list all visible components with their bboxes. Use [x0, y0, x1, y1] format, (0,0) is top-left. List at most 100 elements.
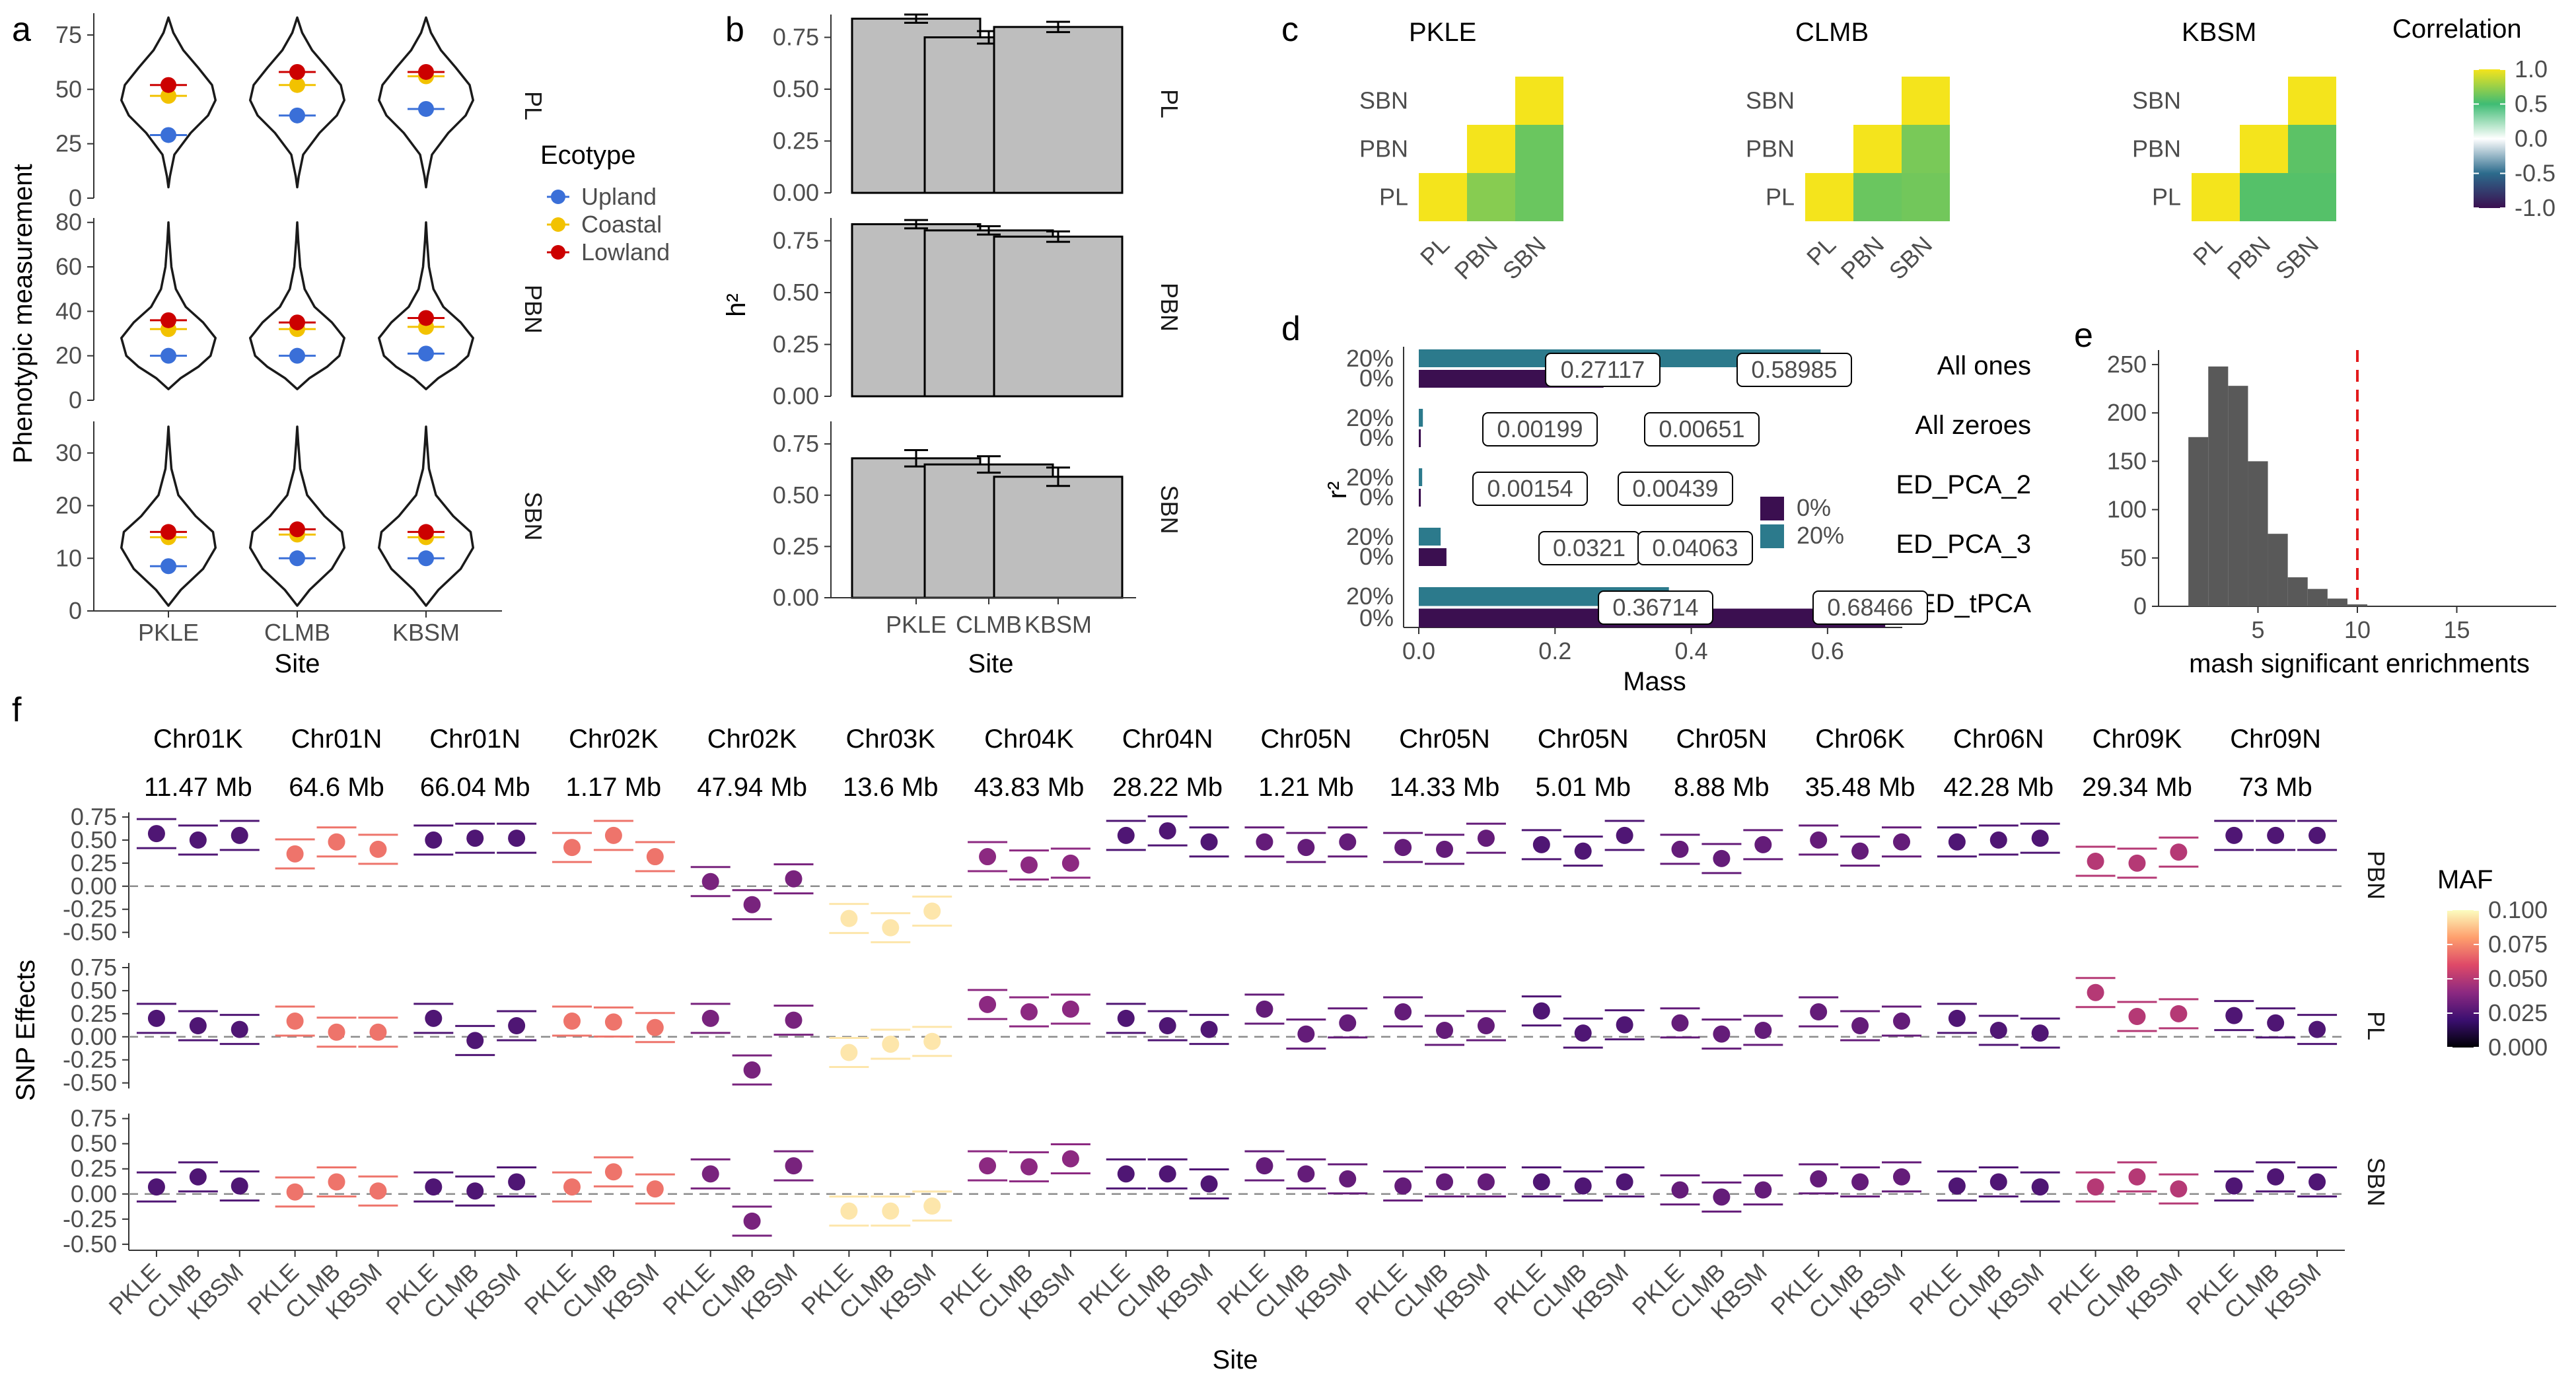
heatmap-row-label: SBN [1359, 87, 1408, 114]
snp-effect-point [1159, 822, 1176, 839]
snp-effect-point [2267, 1168, 2285, 1186]
y-tick-label: 0 [69, 386, 82, 413]
snp-effect-point [1339, 1170, 1357, 1188]
snp-effect-point [1671, 1014, 1689, 1032]
colorbar-label: 1.0 [2515, 55, 2548, 83]
snp-effect-point [1671, 840, 1689, 858]
y-tick-label: 0.25 [71, 849, 117, 876]
y-tick-label: 0.75 [71, 803, 117, 830]
snp-effect-point [1061, 854, 1079, 872]
facet-strip: PBN [1156, 283, 1183, 332]
violin [120, 425, 217, 607]
snp-effect-point [466, 830, 484, 847]
snp-effect-point [701, 872, 719, 890]
snp-effect-point [1297, 1025, 1315, 1043]
locus-position: 1.17 Mb [566, 773, 662, 802]
heatmap-col-label: PBN [1449, 231, 1503, 285]
facet-strip: SBN [520, 491, 547, 540]
heatmap-cell [1515, 173, 1563, 221]
snp-effect-point [1477, 1173, 1495, 1191]
heatmap-col-label: PBN [2222, 231, 2275, 285]
snp-effect-point [189, 1168, 207, 1186]
snp-effect-point [1616, 1016, 1633, 1034]
snp-effect-point [1159, 1165, 1176, 1183]
colorbar-label: 0.000 [2488, 1034, 2548, 1061]
locus-position: 66.04 Mb [420, 773, 530, 802]
snp-effect-point [508, 1017, 526, 1034]
snp-effect-point [1532, 1002, 1550, 1020]
snp-effect-point [1532, 1173, 1550, 1191]
y-tick-label: 30 [55, 439, 82, 466]
snp-effect-point [1948, 1177, 1966, 1195]
snp-effect-point [1117, 826, 1135, 844]
snp-effect-point [2128, 854, 2146, 872]
violin [378, 16, 474, 189]
value-label: 0.68466 [1827, 594, 1913, 621]
legend-label: Coastal [581, 211, 662, 238]
snp-effect-point [2308, 1173, 2326, 1191]
legend-label: 20% [1797, 522, 1844, 549]
snp-effect-point [743, 1212, 761, 1230]
y-tick-label: 0.50 [773, 279, 819, 306]
value-label-box [1598, 590, 1713, 625]
snp-effect-point [1948, 833, 1966, 851]
r2-tick-label: 0% [1359, 543, 1394, 570]
y-tick-label: 80 [55, 209, 82, 236]
mean-point [418, 100, 434, 117]
locus-position: 47.94 Mb [697, 773, 807, 802]
snp-effect-point [646, 1018, 664, 1036]
y-tick-label: 0.75 [773, 227, 819, 254]
heatmap-cell [1853, 173, 1902, 221]
locus-position: 1.21 Mb [1258, 773, 1354, 802]
y-tick-label: 50 [2120, 544, 2147, 571]
x-tick-label: 0.2 [1538, 637, 1571, 664]
y-tick-label: 0.00 [773, 584, 819, 611]
mean-point [161, 312, 176, 328]
snp-effect-point [1436, 1173, 1454, 1191]
locus-chr: Chr06K [1815, 725, 1905, 754]
locus-position: 13.6 Mb [843, 773, 939, 802]
snp-effect-point [1754, 836, 1772, 853]
y-tick-label: 0 [2133, 592, 2147, 620]
snp-effect-point [1020, 856, 1038, 874]
snp-effect-point [147, 1009, 165, 1027]
r2-tick-label: 20% [1346, 404, 1394, 431]
x-tick-label: PKLE [886, 611, 947, 638]
heatmap-cell [2192, 173, 2240, 221]
snp-effect-point [147, 825, 165, 843]
snp-effect-point [2170, 1180, 2188, 1198]
locus-position: 42.28 Mb [1943, 773, 2054, 802]
snp-effect-point [646, 1180, 664, 1198]
snp-effect-point [369, 1182, 387, 1200]
snp-effect-point [1989, 831, 2007, 849]
snp-effect-point [1671, 1181, 1689, 1199]
snp-effect-point [1020, 1158, 1038, 1176]
locus-position: 14.33 Mb [1390, 773, 1500, 802]
y-tick-label: 150 [2107, 447, 2147, 474]
x-tick-label: 0.0 [1402, 637, 1435, 664]
legend-title: Correlation [2392, 15, 2522, 44]
mean-point [161, 88, 176, 104]
heatmap-row-label: SBN [2132, 87, 2181, 114]
locus-chr: Chr05N [1538, 725, 1629, 754]
r2-tick-label: 20% [1346, 464, 1394, 491]
value-label-box [1637, 531, 1753, 565]
y-axis-title: Phenotypic measurement [9, 164, 38, 464]
snp-effect-point [1394, 1003, 1412, 1021]
locus-chr: Chr03K [845, 725, 935, 754]
heatmap-cell [1419, 173, 1467, 221]
group-name: All ones [1937, 351, 2031, 380]
x-tick-label: 0.4 [1675, 637, 1708, 664]
value-label-box [1545, 353, 1661, 387]
snp-effect-point [1339, 1014, 1357, 1032]
locus-chr: Chr09N [2230, 725, 2321, 754]
snp-effect-point [1574, 842, 1592, 860]
x-axis-title: Mass [1623, 667, 1686, 696]
violin [249, 425, 345, 607]
snp-effect-point [2031, 1178, 2049, 1196]
y-tick-label: 0.00 [71, 1023, 117, 1050]
snp-effect-point [1020, 1003, 1038, 1021]
snp-effect-point [604, 826, 622, 844]
value-label: 0.58985 [1751, 356, 1837, 383]
